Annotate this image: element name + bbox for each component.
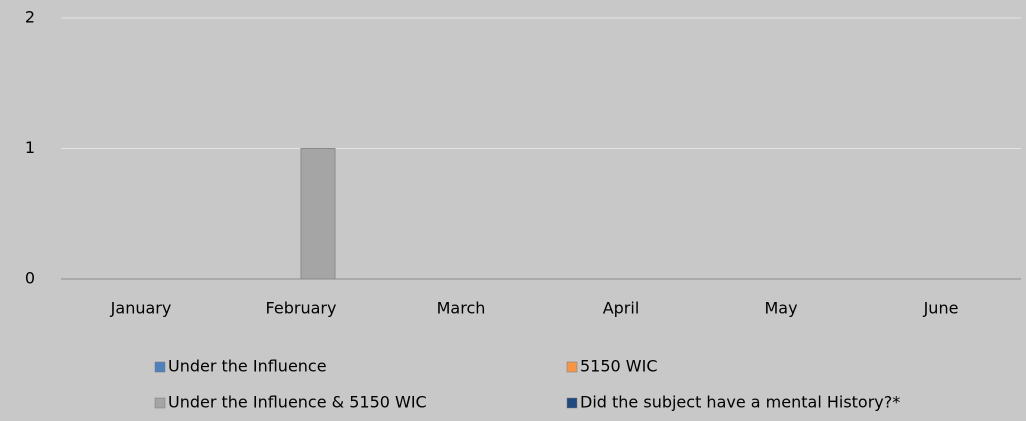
legend-label: Under the Influence & 5150 WIC (168, 393, 427, 412)
x-tick-label: January (110, 299, 172, 318)
x-tick-label: March (437, 299, 486, 318)
legend-swatch (154, 397, 166, 409)
legend-label: Did the subject have a mental History?* (580, 393, 900, 412)
bar (300, 148, 336, 280)
legend-swatch (566, 361, 578, 373)
x-tick-label: April (603, 299, 640, 318)
legend-swatch (566, 397, 578, 409)
y-tick-label: 2 (25, 8, 35, 27)
legend-swatch (154, 361, 166, 373)
x-tick-label: June (923, 299, 959, 318)
x-tick-label: February (266, 299, 337, 318)
legend-label: 5150 WIC (580, 357, 658, 376)
y-tick-label: 1 (25, 138, 35, 157)
legend-label: Under the Influence (168, 357, 327, 376)
y-tick-label: 0 (25, 269, 35, 288)
x-tick-label: May (764, 299, 797, 318)
